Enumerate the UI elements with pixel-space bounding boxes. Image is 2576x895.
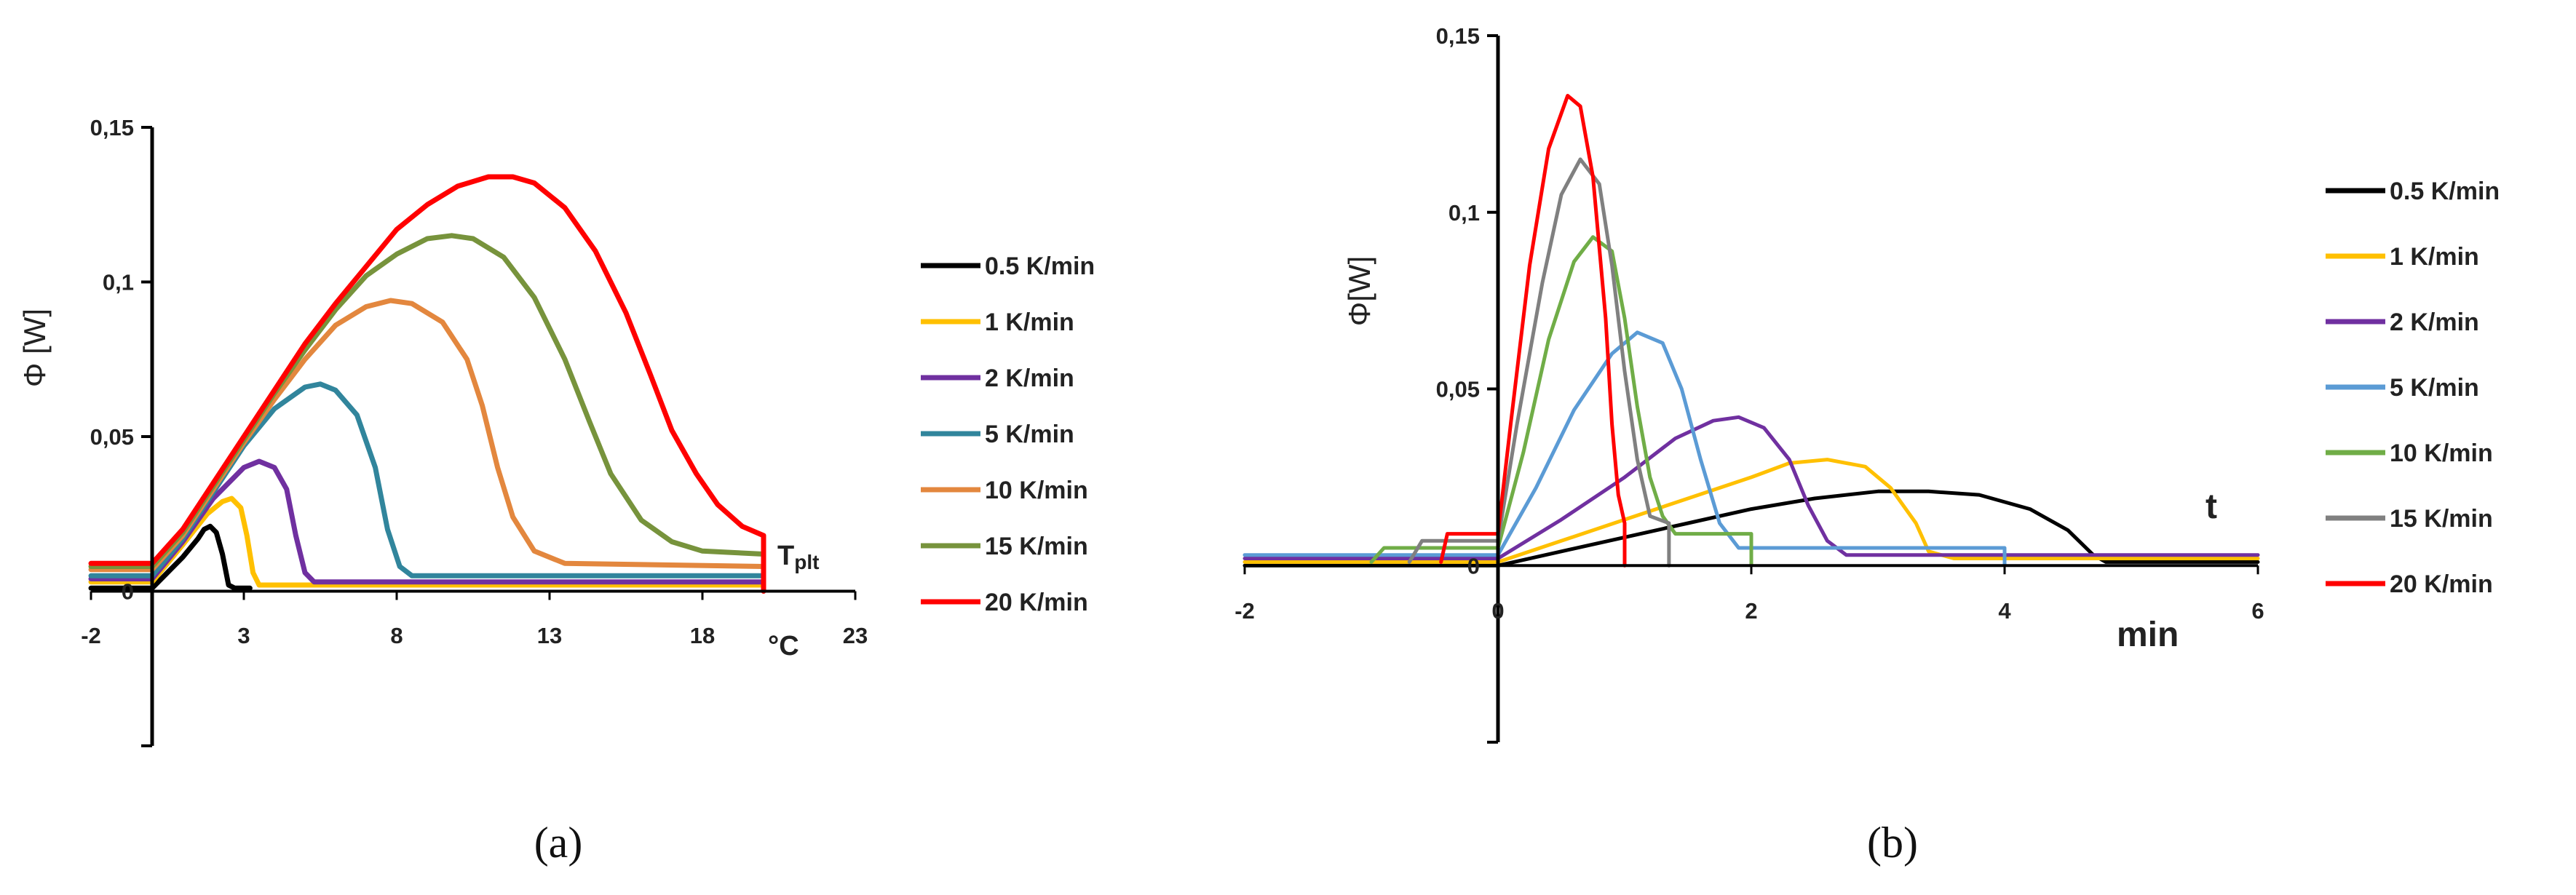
chart-b-y-ticks: 0 0,05 0,1 0,15 [1436,23,1498,744]
chart-a-legend-label: 2 K/min [985,365,1074,392]
chart-b-y-tick-label: 0,05 [1436,377,1480,402]
chart-b-series-line-2 [1243,415,2260,560]
chart-b-y-axis-label: Φ[W] [1342,256,1376,327]
chart-a-x-tick-label: 8 [390,623,403,648]
chart-b-x-tick-label: 0 [1491,598,1504,624]
chart-b-legend-label: 5 K/min [2390,374,2479,402]
chart-b-y-tick-label: 0,1 [1448,200,1480,226]
chart-a-x-tick-label: 13 [537,623,562,648]
chart-a-series-line-6 [88,174,766,594]
chart-a-annotation-subscript: plt [794,551,819,573]
chart-b-y-tick-label: 0 [1467,553,1480,578]
chart-a-x-tick-label: 23 [843,623,868,648]
chart-b-series-line-0 [1243,489,2260,568]
chart-a-legend-label: 10 K/min [985,477,1088,504]
chart-a-y-tick-label: 0,05 [90,424,134,450]
chart-a-x-tick-label: 18 [690,623,715,648]
chart-b-annotation: t [2206,488,2217,526]
chart-b-x-tick-label: 6 [2251,598,2264,624]
chart-b: 0 0,05 0,1 0,15 -2 0 2 4 6 Φ[W] min t 0.5 K/min… [1235,23,2500,867]
chart-a-legend-label: 15 K/min [985,533,1088,560]
chart-b-x-unit-label: min [2117,616,2179,654]
chart-a-caption: (a) [534,819,583,867]
chart-b-series-line-3 [1243,330,2007,568]
chart-b-x-ticks: -2 0 2 4 6 [1235,565,2264,624]
chart-b-series-line-4 [1369,235,1753,568]
chart-a-legend-label: 1 K/min [985,309,1074,336]
chart-b-legend-label: 20 K/min [2390,570,2493,598]
chart-a-series-group [88,174,766,594]
chart-a-legend-label: 0.5 K/min [985,252,1095,280]
chart-b-caption: (b) [1867,819,1918,867]
chart-b-y-tick-label: 0,15 [1436,23,1480,49]
chart-a-y-axis-label: Φ [W] [17,309,52,387]
chart-a-y-tick-label: 0 [122,579,134,605]
chart-b-series-line-6 [1439,94,1627,568]
chart-a-annotation: Tplt [777,541,819,573]
chart-a-series-line-0 [88,523,253,591]
chart-b-x-tick-label: -2 [1235,598,1255,624]
chart-a-y-ticks: 0 0,05 0,1 0,15 [90,115,152,747]
chart-a-x-tick-label: -2 [81,623,101,648]
chart-b-legend: 0.5 K/min 1 K/min 2 K/min 5 K/min 10 K/min 15… [2326,178,2500,598]
chart-b-legend-label: 0.5 K/min [2390,178,2500,205]
chart-a-x-tick-label: 3 [237,623,250,648]
chart-a-legend: 0.5 K/min 1 K/min 2 K/min 5 K/min 10 K/min 15… [921,252,1095,616]
chart-a-x-ticks: -2 3 8 13 18 23 [81,591,868,648]
chart-a-x-unit-label: °C [768,631,799,661]
chart-b-legend-label: 15 K/min [2390,505,2493,533]
chart-b-x-tick-label: 2 [1745,598,1757,624]
chart-b-legend-label: 1 K/min [2390,243,2479,271]
chart-a-y-tick-label: 0,1 [103,270,134,295]
chart-a: 0 0,05 0,1 0,15 -2 3 8 13 18 23 Φ [W] °C Tplt 0.… [17,115,1095,867]
chart-b-legend-label: 10 K/min [2390,439,2493,467]
chart-b-series-group [1243,94,2260,568]
chart-a-legend-label: 5 K/min [985,421,1074,448]
chart-b-legend-label: 2 K/min [2390,309,2479,336]
chart-a-y-tick-label: 0,15 [90,115,134,140]
chart-a-annotation-main: T [777,541,794,571]
chart-a-legend-label: 20 K/min [985,589,1088,616]
chart-b-x-tick-label: 4 [1998,598,2011,624]
